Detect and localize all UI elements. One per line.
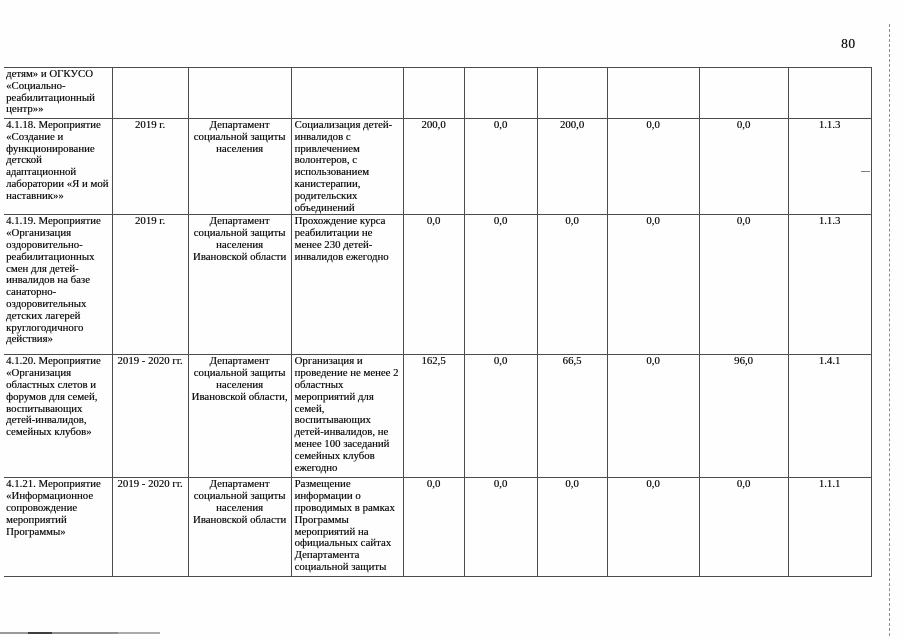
value-cell: 0,0 [463,214,538,356]
value-cell: 66,5 [536,354,608,479]
period-cell: 2019 - 2020 гг. [111,477,189,578]
value-cell: 0,0 [463,117,538,216]
value-cell [698,67,789,119]
value-cell: 162,5 [402,354,465,479]
executor-cell: Департамент социальной защиты населения … [187,214,292,356]
table-row: 4.1.20. Мероприятие «Организация областн… [4,354,872,479]
table-row-carryover: детям» и ОГКУСО «Социально-реабилитацион… [4,67,872,119]
value-cell: 200,0 [536,117,608,216]
value-cell: 96,0 [698,354,789,479]
page-number: 80 [841,36,856,51]
executor-cell: Департамент социальной защиты населения [187,117,292,216]
scan-artifact-dash [861,171,870,172]
value-cell: 0,0 [463,477,538,578]
value-cell: 0,0 [698,477,789,578]
value-cell [463,67,538,119]
result-cell: Социализация детей-инвалидов с привлечен… [290,117,404,216]
value-cell [606,67,700,119]
value-cell: 0,0 [402,477,465,578]
activity-cell: 4.1.20. Мероприятие «Организация областн… [4,354,113,479]
value-cell: 0,0 [606,477,700,578]
program-activities-table: детям» и ОГКУСО «Социально-реабилитацион… [4,67,872,578]
value-cell [402,67,465,119]
ref-cell: 1.1.3 [787,214,872,356]
value-cell: 0,0 [606,354,700,479]
result-cell: Размещение информации о проводимых в рам… [290,477,404,578]
scan-artifact-vertical-line [889,24,890,636]
result-cell [290,67,404,119]
value-cell: 200,0 [402,117,465,216]
activity-cell: 4.1.19. Мероприятие «Организация оздоров… [4,214,113,356]
table-row: 4.1.18. Мероприятие «Создание и функцион… [4,117,872,216]
ref-cell: 1.1.1 [787,477,872,578]
executor-cell: Департамент социальной защиты населения … [187,354,292,479]
period-cell: 2019 г. [111,117,189,216]
period-cell [111,67,189,119]
value-cell [536,67,608,119]
table-row: 4.1.19. Мероприятие «Организация оздоров… [4,214,872,356]
scan-artifact-bottom-line [0,632,160,634]
result-cell: Организация и проведение не менее 2 обла… [290,354,404,479]
value-cell: 0,0 [536,214,608,356]
value-cell: 0,0 [536,477,608,578]
activity-cell: детям» и ОГКУСО «Социально-реабилитацион… [4,67,113,119]
activity-cell: 4.1.21. Мероприятие «Информационное сопр… [4,477,113,578]
table-row: 4.1.21. Мероприятие «Информационное сопр… [4,477,872,578]
activity-cell: 4.1.18. Мероприятие «Создание и функцион… [4,117,113,216]
ref-cell: 1.1.3 [787,117,872,216]
value-cell: 0,0 [463,354,538,479]
executor-cell [187,67,292,119]
value-cell: 0,0 [402,214,465,356]
period-cell: 2019 г. [111,214,189,356]
executor-cell: Департамент социальной защиты населения … [187,477,292,578]
result-cell: Прохождение курса реабилитации не менее … [290,214,404,356]
value-cell: 0,0 [698,117,789,216]
value-cell: 0,0 [606,214,700,356]
ref-cell: 1.4.1 [787,354,872,479]
value-cell: 0,0 [698,214,789,356]
value-cell: 0,0 [606,117,700,216]
ref-cell [787,67,872,119]
period-cell: 2019 - 2020 гг. [111,354,189,479]
